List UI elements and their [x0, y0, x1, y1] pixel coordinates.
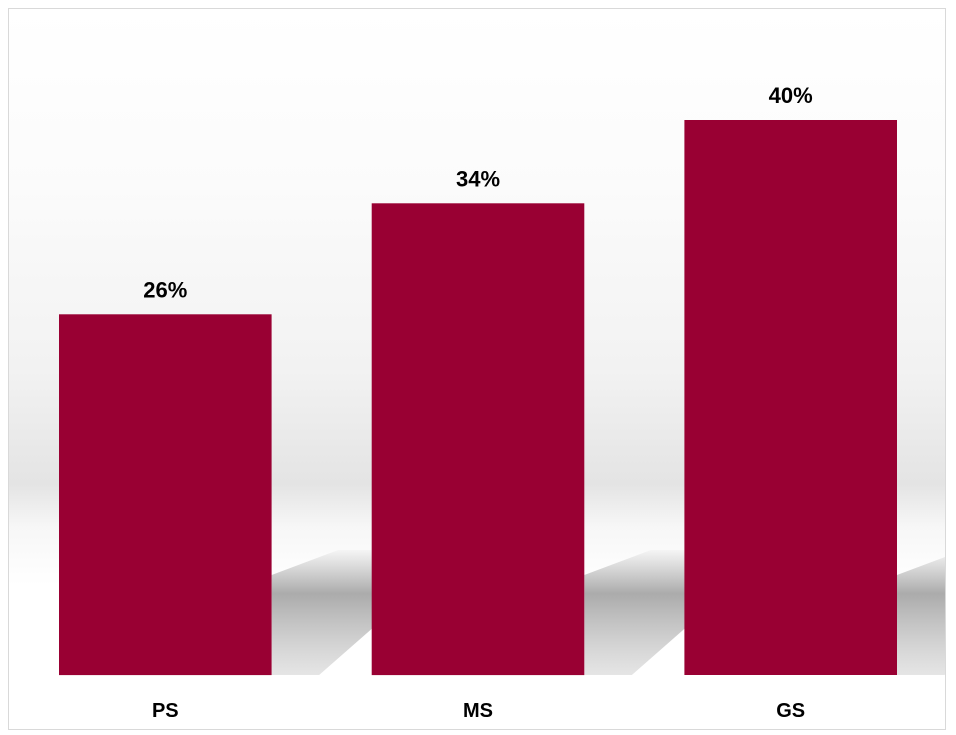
chart-area: 26% 34% 40% PS MS GS	[8, 8, 946, 730]
data-label-ms: 34%	[456, 166, 500, 191]
bars	[59, 120, 897, 676]
data-label-gs: 40%	[769, 83, 813, 108]
bar-chart: 26% 34% 40% PS MS GS	[59, 83, 945, 722]
bar-ps	[59, 314, 272, 676]
data-labels: 26% 34% 40%	[143, 83, 812, 302]
bar-ms	[371, 203, 585, 676]
category-label-ms: MS	[463, 700, 493, 722]
bar-gs	[684, 120, 897, 675]
category-label-gs: GS	[776, 700, 805, 722]
category-axis: PS MS GS	[152, 700, 805, 722]
data-label-ps: 26%	[143, 277, 187, 302]
bar-shadow-gs	[896, 556, 945, 675]
category-label-ps: PS	[152, 700, 179, 722]
